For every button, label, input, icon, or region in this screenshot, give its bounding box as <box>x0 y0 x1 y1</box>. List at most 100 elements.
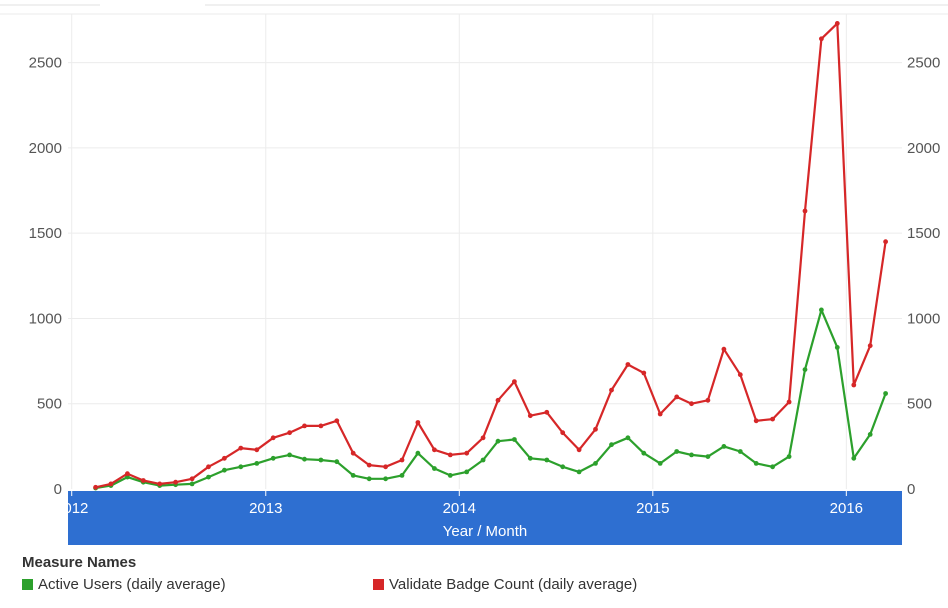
legend-title: Measure Names <box>22 554 137 571</box>
data-point <box>399 457 405 463</box>
data-point <box>819 307 824 313</box>
data-point <box>350 450 356 456</box>
data-point <box>737 449 743 454</box>
legend-label: Active Users (daily average) <box>38 576 226 593</box>
data-point <box>802 208 808 214</box>
data-point <box>593 461 598 466</box>
data-point <box>641 370 647 376</box>
data-point <box>689 452 694 458</box>
data-point <box>399 473 405 478</box>
legend-item-active-users[interactable]: Active Users (daily average) <box>22 576 226 593</box>
data-point <box>383 464 388 470</box>
data-point <box>721 444 727 449</box>
data-point <box>851 455 857 461</box>
data-point <box>383 476 388 482</box>
data-point <box>206 474 211 480</box>
data-point <box>512 437 517 442</box>
data-point <box>753 461 759 466</box>
data-point <box>302 456 307 462</box>
data-point <box>318 457 324 463</box>
data-point <box>173 479 179 485</box>
data-point <box>93 484 98 490</box>
series-validate-badge-count <box>93 21 888 490</box>
data-point <box>883 391 888 396</box>
data-point <box>689 401 694 407</box>
data-point <box>334 418 340 424</box>
data-point <box>334 459 340 465</box>
x-axis-band <box>68 491 902 545</box>
data-point <box>447 473 453 478</box>
data-point <box>222 455 227 461</box>
y-tick-label: 1000 <box>907 310 940 327</box>
x-axis: 2012 2013 2014 2015 2016 <box>55 491 863 517</box>
y-tick-label: 500 <box>907 396 932 413</box>
data-point <box>415 450 421 456</box>
data-point <box>512 379 517 384</box>
grid <box>68 14 902 489</box>
data-point <box>495 438 501 444</box>
y-tick-label: 2500 <box>29 55 62 72</box>
series-layer <box>93 21 888 491</box>
y-tick-label: 2000 <box>907 140 940 157</box>
data-point <box>705 397 711 403</box>
data-point <box>786 399 792 405</box>
data-point <box>464 469 470 475</box>
legend-label: Validate Badge Count (daily average) <box>389 576 638 593</box>
data-point <box>883 239 888 245</box>
data-point <box>206 464 211 470</box>
data-point <box>625 435 631 441</box>
series-line <box>95 308 887 490</box>
data-point <box>270 455 276 461</box>
data-point <box>786 454 792 459</box>
data-point <box>140 478 146 483</box>
data-point <box>287 430 292 436</box>
y-tick-label: 2000 <box>29 140 62 157</box>
top-border <box>0 4 948 15</box>
data-point <box>834 21 840 26</box>
data-point <box>674 449 680 454</box>
data-point <box>576 447 582 453</box>
data-point <box>609 387 614 393</box>
data-point <box>576 469 582 475</box>
legend-items: Active Users (daily average) Validate Ba… <box>22 576 922 596</box>
data-point <box>432 447 437 453</box>
data-point <box>819 36 824 42</box>
data-point <box>366 476 372 482</box>
data-point <box>544 409 550 415</box>
data-point <box>657 461 663 466</box>
data-point <box>641 450 647 456</box>
data-point <box>657 411 663 417</box>
data-point <box>318 423 324 429</box>
data-point <box>721 346 727 352</box>
data-point <box>125 471 130 477</box>
legend-item-validate-badge-count[interactable]: Validate Badge Count (daily average) <box>373 576 637 593</box>
data-point <box>480 435 486 441</box>
legend: Measure Names Active Users (daily averag… <box>22 554 922 596</box>
data-point <box>544 457 550 463</box>
y-tick-label: 2500 <box>907 55 940 72</box>
data-point <box>366 462 372 468</box>
data-point <box>254 447 260 453</box>
x-axis-title: Year / Month <box>443 523 528 540</box>
x-tick-label: 2013 <box>249 500 282 517</box>
legend-swatch <box>373 579 384 590</box>
x-tick-label: 2016 <box>830 500 863 517</box>
data-point <box>480 457 486 463</box>
data-point <box>770 416 775 422</box>
series-line <box>95 22 887 489</box>
data-point <box>287 452 292 458</box>
y-tick-label: 1500 <box>29 225 62 242</box>
series-active-users <box>93 307 888 491</box>
data-point <box>802 367 808 372</box>
data-point <box>432 466 437 471</box>
data-point <box>770 464 775 470</box>
data-point <box>254 461 260 466</box>
y-tick-label: 1000 <box>29 310 62 327</box>
data-point <box>527 455 533 461</box>
data-point <box>834 345 840 350</box>
data-point <box>270 435 276 441</box>
y-tick-label: 0 <box>907 481 915 498</box>
data-point <box>560 464 566 470</box>
data-point <box>189 481 195 487</box>
